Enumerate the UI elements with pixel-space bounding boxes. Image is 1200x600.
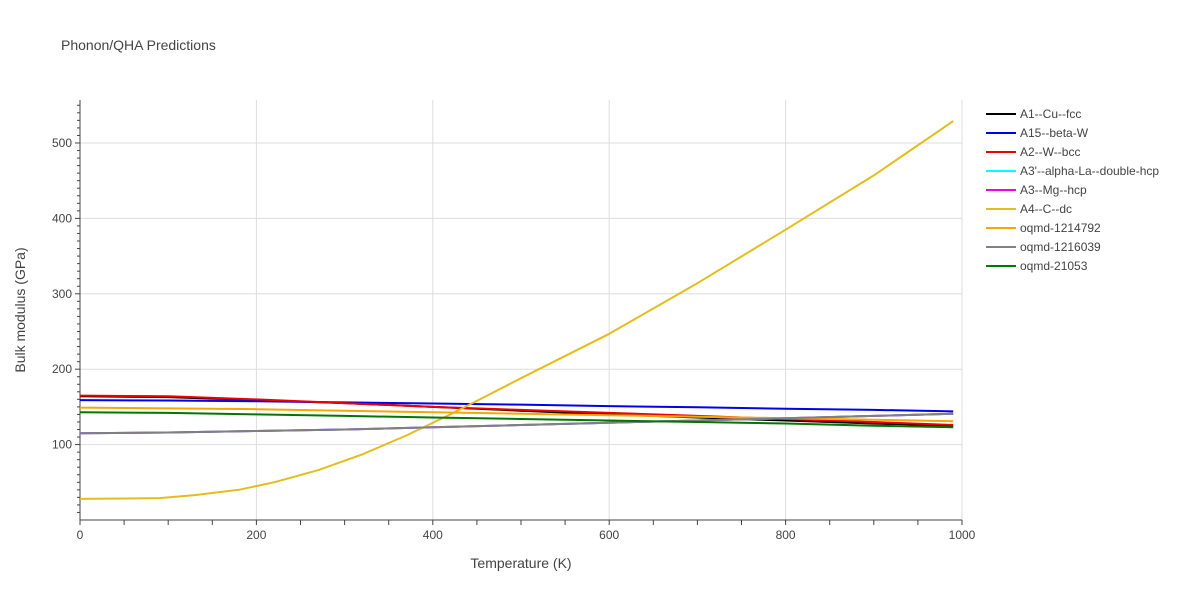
x-axis-title: Temperature (K) (470, 555, 571, 571)
axis-layer (75, 100, 963, 525)
series-line (79, 412, 954, 435)
legend-item[interactable]: A2--W--bcc (986, 145, 1080, 159)
legend-label: A15--beta-W (1020, 126, 1089, 140)
y-tick-label: 100 (52, 438, 72, 452)
plot-area (79, 120, 954, 500)
x-tick-label: 0 (77, 528, 84, 542)
y-tick-label: 400 (52, 211, 72, 225)
legend-item[interactable]: A3--Mg--hcp (986, 183, 1087, 197)
series-line (79, 411, 954, 429)
legend-item[interactable]: A1--Cu--fcc (986, 107, 1081, 121)
grid-layer (80, 100, 963, 520)
series-line (79, 399, 954, 413)
legend-item[interactable]: A15--beta-W (986, 126, 1089, 140)
legend-label: A1--Cu--fcc (1020, 107, 1081, 121)
series-line (79, 394, 954, 426)
x-tick-label: 400 (423, 528, 443, 542)
legend-label: oqmd-21053 (1020, 259, 1088, 273)
x-tick-label: 200 (246, 528, 266, 542)
legend-label: A3'--alpha-La--double-hcp (1020, 164, 1159, 178)
legend: A1--Cu--fcc A15--beta-W A2--W--bcc A3'--alp… (986, 107, 1159, 273)
x-tick-label: 800 (776, 528, 796, 542)
y-tick-label: 500 (52, 136, 72, 150)
legend-label: A2--W--bcc (1020, 145, 1080, 159)
x-tick-label: 600 (599, 528, 619, 542)
y-tick-label: 300 (52, 287, 72, 301)
legend-label: A3--Mg--hcp (1020, 183, 1087, 197)
series-line (79, 120, 954, 500)
legend-label: oqmd-1214792 (1020, 221, 1101, 235)
legend-item[interactable]: A3'--alpha-La--double-hcp (986, 164, 1159, 178)
series-line (79, 406, 954, 423)
y-tick-label: 200 (52, 362, 72, 376)
legend-item[interactable]: oqmd-1214792 (986, 221, 1101, 235)
x-tick-label: 1000 (949, 528, 976, 542)
chart-title: Phonon/QHA Predictions (61, 37, 216, 53)
legend-item[interactable]: A4--C--dc (986, 202, 1072, 216)
y-axis-title: Bulk modulus (GPa) (12, 247, 28, 372)
legend-item[interactable]: oqmd-1216039 (986, 240, 1101, 254)
tick-layer: 0 200 400 600 800 1000 100 200 300 400 500 (52, 136, 976, 542)
legend-label: A4--C--dc (1020, 202, 1072, 216)
legend-item[interactable]: oqmd-21053 (986, 259, 1088, 273)
legend-label: oqmd-1216039 (1020, 240, 1101, 254)
